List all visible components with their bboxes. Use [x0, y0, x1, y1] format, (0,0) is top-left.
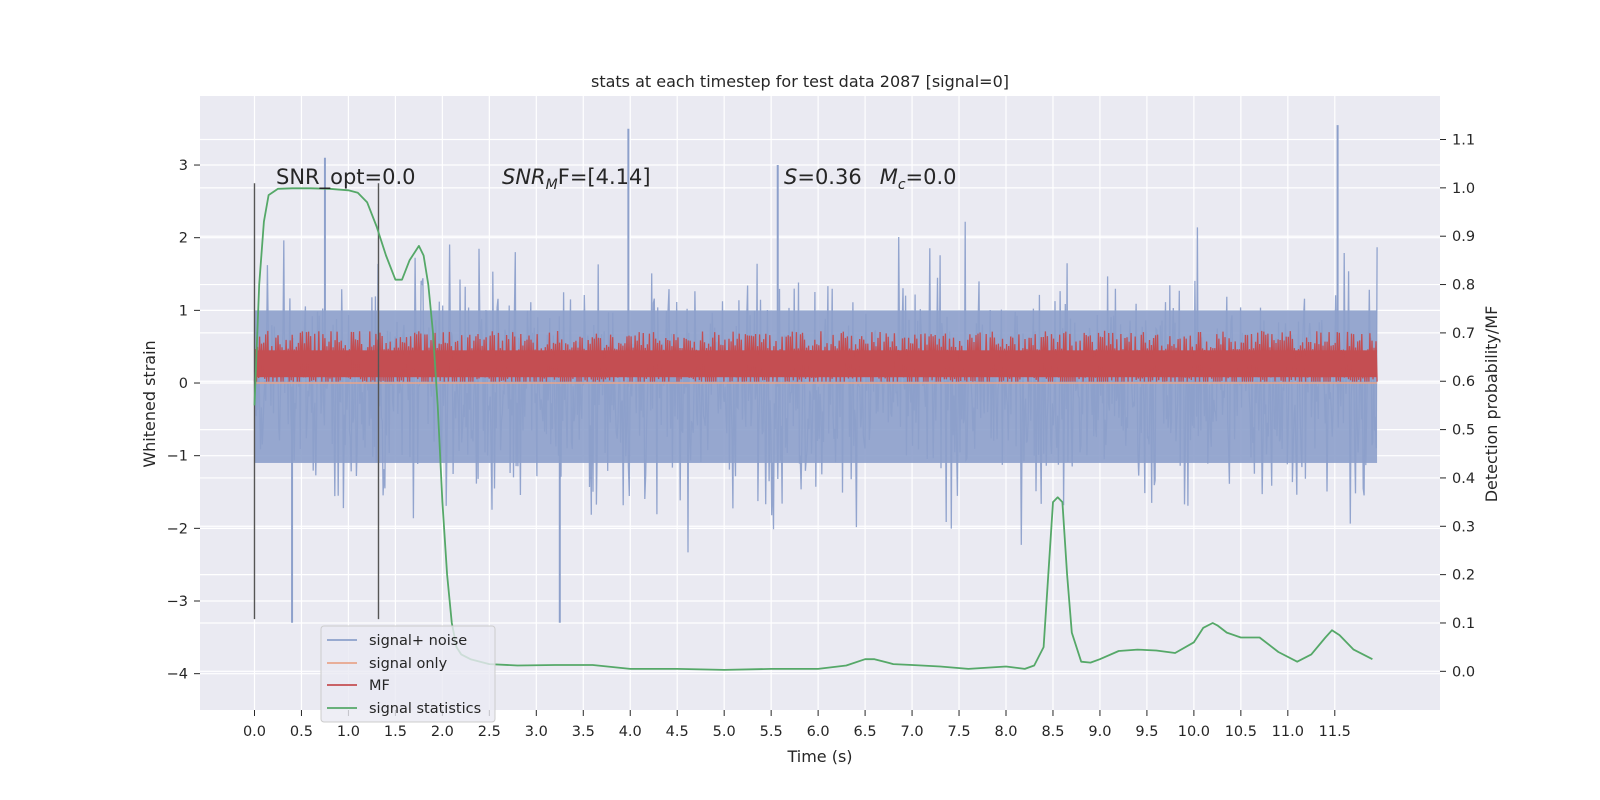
series-signal-statistics	[253, 187, 1373, 671]
annotation-s-name: S	[784, 165, 797, 189]
annotation-s: S=0.36 Mc=0.0	[784, 165, 957, 193]
y-right-tick-label: 0.5	[1452, 423, 1475, 439]
annotation-snr-mf-sub: M	[546, 177, 558, 193]
x-tick-label: 4.0	[619, 724, 642, 740]
mf-line	[253, 330, 1378, 382]
x-tick-label: 1.0	[337, 724, 360, 740]
legend-label-signal-statistics: signal statistics	[369, 701, 481, 717]
x-tick-label: 11.5	[1319, 724, 1351, 740]
legend-label-signal-noise: signal+ noise	[369, 633, 467, 649]
y-right-tick-label: 0.8	[1452, 278, 1475, 294]
x-tick-label: 2.0	[431, 724, 454, 740]
y-right-tick-label: 0.2	[1452, 568, 1475, 584]
x-tick-label: 0.5	[290, 724, 313, 740]
x-tick-label: 9.5	[1135, 724, 1158, 740]
y-left-tick-label: 0	[179, 376, 188, 392]
y-right-axis-ticks: 1.1 1.0 0.9 0.8 0.7 0.6 0.5 0.4 0.3 0.2 0.1 0.0	[1440, 133, 1475, 680]
y-right-axis-label: Detection probability/MF	[1482, 306, 1501, 503]
x-tick-label: 6.5	[854, 724, 877, 740]
x-tick-label: 3.5	[572, 724, 595, 740]
y-right-tick-label: 0.1	[1452, 616, 1475, 632]
series-signal-noise	[253, 125, 1378, 623]
legend-box	[320, 625, 496, 723]
series-mf	[253, 330, 1378, 382]
annotation-mc-name: M	[880, 165, 898, 189]
annotation-snr-opt: SNR_opt=0.0	[276, 165, 416, 190]
y-left-tick-label: 1	[179, 303, 188, 319]
y-right-tick-label: 0.3	[1452, 519, 1475, 535]
y-left-tick-label: −3	[167, 594, 188, 610]
x-tick-label: 6.0	[807, 724, 830, 740]
chart-title: stats at each timestep for test data 208…	[591, 72, 1009, 91]
y-right-tick-label: 0.6	[1452, 374, 1475, 390]
x-axis-ticks: 0.0 0.5 1.0 1.5 2.0 2.5 3.0 3.5 4.0 4.5 5.0 5.5 6.0 6…	[243, 710, 1351, 740]
x-tick-label: 11.0	[1272, 724, 1304, 740]
y-right-tick-label: 1.1	[1452, 133, 1475, 149]
x-axis-label: Time (s)	[786, 747, 852, 766]
annotation-snr-mf: SNRMF=[4.14]	[502, 165, 651, 193]
annotation-snr-mf-name: SNR	[502, 165, 546, 189]
x-tick-label: 7.0	[901, 724, 924, 740]
y-left-axis-ticks: 3 2 1 0 −1 −2 −3 −4	[167, 158, 200, 683]
x-tick-label: 8.5	[1041, 724, 1064, 740]
legend-label-mf: MF	[369, 678, 390, 694]
x-tick-label: 10.5	[1225, 724, 1257, 740]
signal-statistics-line	[253, 187, 1373, 671]
x-tick-label: 5.0	[713, 724, 736, 740]
x-tick-label: 5.5	[760, 724, 783, 740]
x-tick-label: 10.0	[1178, 724, 1210, 740]
annotation-snr-mf-rest: F=[4.14]	[558, 165, 651, 189]
legend: signal+ noise signal only MF signal stat…	[320, 625, 496, 723]
legend-label-signal-only: signal only	[369, 656, 448, 672]
x-tick-label: 9.0	[1088, 724, 1111, 740]
y-right-tick-label: 0.4	[1452, 471, 1475, 487]
y-left-tick-label: 3	[179, 158, 188, 174]
y-right-tick-label: 1.0	[1452, 181, 1475, 197]
x-tick-label: 3.0	[525, 724, 548, 740]
y-right-tick-label: 0.9	[1452, 229, 1475, 245]
y-left-tick-label: 2	[179, 231, 188, 247]
x-tick-label: 7.5	[947, 724, 970, 740]
y-left-axis-label: Whitened strain	[140, 340, 159, 467]
signal-noise-core	[254, 310, 1378, 463]
annotation-s-value: =0.36	[797, 165, 861, 189]
y-right-tick-label: 0.0	[1452, 664, 1475, 680]
y-right-tick-label: 0.7	[1452, 326, 1475, 342]
x-tick-label: 4.5	[666, 724, 689, 740]
annotation-mc-sub: c	[898, 177, 906, 193]
x-tick-label: 1.5	[384, 724, 407, 740]
annotation-mc-value: =0.0	[906, 165, 957, 189]
y-left-tick-label: −4	[167, 667, 188, 683]
x-tick-label: 2.5	[478, 724, 501, 740]
x-tick-label: 0.0	[243, 724, 266, 740]
y-left-tick-label: −1	[167, 449, 188, 465]
x-tick-label: 8.0	[994, 724, 1017, 740]
y-left-tick-label: −2	[167, 521, 188, 537]
